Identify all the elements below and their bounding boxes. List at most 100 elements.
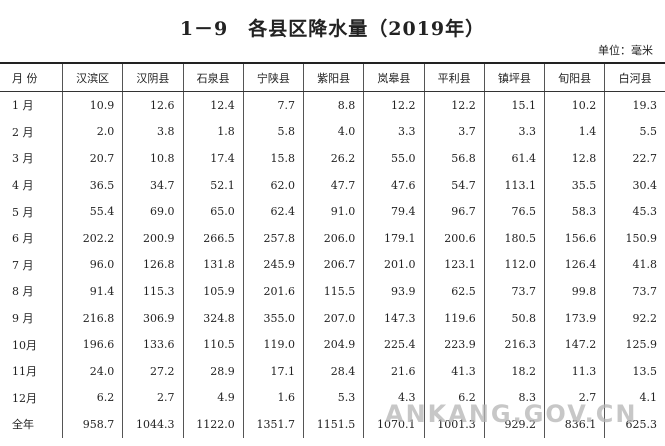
- column-header: 旬阳县: [543, 63, 605, 92]
- cell: 112.0: [483, 251, 545, 279]
- cell: 929.2: [483, 411, 545, 438]
- cell: 126.8: [122, 251, 183, 279]
- table-row: 6 月 202.2 200.9 266.5 257.8 206.0 179.1 200.6 18…: [0, 224, 665, 252]
- column-header: 紫阳县: [302, 63, 364, 92]
- cell: 156.6: [543, 224, 605, 252]
- row-label: 11月: [12, 365, 37, 379]
- cell: 61.4: [483, 145, 545, 172]
- row-label: 8 月: [12, 285, 34, 299]
- cell: 324.8: [182, 304, 244, 332]
- cell: 10.8: [122, 145, 183, 172]
- cell: 147.2: [543, 331, 605, 358]
- cell: 26.2: [302, 145, 364, 172]
- table: 月 份汉滨区 汉阴县 石泉县 宁陕县 紫阳县 岚皋县 平利县 镇坪县 旬阳县 白河县 1 月 10.…: [0, 62, 665, 438]
- cell: 62.5: [423, 278, 485, 305]
- cell: 28.4: [302, 357, 364, 385]
- cell: 115.5: [302, 278, 364, 305]
- cell: 206.7: [302, 251, 364, 279]
- table-body: 1 月 10.9 12.6 12.4 7.7 8.8 12.2 12.2 15.1 10.2 19.…: [0, 91, 665, 438]
- cell: 10.9: [61, 91, 123, 119]
- cell: 836.1: [543, 411, 605, 438]
- header-row: 月 份汉滨区 汉阴县 石泉县 宁陕县 紫阳县 岚皋县 平利县 镇坪县 旬阳县 白河县: [0, 63, 665, 92]
- cell: 96.7: [423, 198, 485, 225]
- cell: 1070.1: [363, 411, 424, 438]
- cell: 2.7: [122, 384, 183, 412]
- cell: 1044.3: [122, 411, 183, 438]
- cell: 1.4: [543, 118, 605, 146]
- column-header: 白河县: [604, 63, 665, 92]
- cell: 245.9: [242, 251, 304, 279]
- cell: 52.1: [182, 171, 244, 199]
- cell: 200.6: [423, 224, 485, 252]
- cell: 1351.7: [242, 411, 304, 438]
- cell: 207.0: [302, 304, 364, 332]
- cell: 41.8: [604, 251, 665, 279]
- cell: 22.7: [604, 145, 665, 172]
- column-header: 镇坪县: [483, 63, 545, 92]
- cell: 4.3: [363, 384, 424, 412]
- cell: 196.6: [61, 331, 123, 358]
- cell: 12.8: [543, 145, 605, 172]
- cell: 56.8: [423, 145, 485, 172]
- cell: 125.9: [604, 331, 665, 358]
- cell: 19.3: [604, 91, 665, 119]
- cell: 10.2: [543, 91, 605, 119]
- table-row: 10月 196.6 133.6 110.5 119.0 204.9 225.4 223.9 21…: [0, 331, 665, 358]
- cell: 1151.5: [302, 411, 364, 438]
- table-row: 9 月 216.8 306.9 324.8 355.0 207.0 147.3 119.6 50…: [0, 304, 665, 332]
- row-label: 4 月: [12, 179, 34, 193]
- cell: 179.1: [363, 224, 424, 252]
- cell: 62.4: [242, 198, 304, 225]
- table-row: 12月 6.2 2.7 4.9 1.6 5.3 4.3 6.2 8.3 2.7 4.1: [0, 384, 665, 412]
- cell: 131.8: [182, 251, 244, 279]
- cell: 79.4: [363, 198, 424, 225]
- cell: 119.6: [423, 304, 485, 332]
- cell: 1001.3: [423, 411, 485, 438]
- cell: 126.4: [543, 251, 605, 279]
- cell: 1.6: [242, 384, 304, 412]
- table-row: 3 月 20.7 10.8 17.4 15.8 26.2 55.0 56.8 61.4 12.8 2…: [0, 145, 665, 172]
- table-row: 7 月 96.0 126.8 131.8 245.9 206.7 201.0 123.1 112…: [0, 251, 665, 279]
- title: 1－9 各县区降水量（2019年）: [179, 18, 486, 40]
- row-label: 9 月: [12, 312, 34, 326]
- cell: 20.7: [61, 145, 123, 172]
- column-header: 宁陕县: [242, 63, 304, 92]
- cell: 216.8: [61, 304, 123, 332]
- cell: 3.3: [363, 118, 424, 146]
- cell: 73.7: [604, 278, 665, 305]
- cell: 119.0: [242, 331, 304, 358]
- cell: 200.9: [122, 224, 183, 252]
- cell: 47.7: [302, 171, 364, 199]
- cell: 17.4: [182, 145, 244, 172]
- row-label: 12月: [12, 391, 37, 405]
- column-header: 石泉县: [182, 63, 244, 92]
- cell: 5.3: [302, 384, 364, 412]
- cell: 201.6: [242, 278, 304, 305]
- cell: 27.2: [122, 357, 183, 385]
- row-label: 10月: [12, 338, 37, 352]
- cell: 123.1: [423, 251, 485, 279]
- cell: 12.2: [423, 91, 485, 119]
- row-label: 7 月: [12, 258, 34, 272]
- cell: 204.9: [302, 331, 364, 358]
- cell: 15.8: [242, 145, 304, 172]
- cell: 12.6: [122, 91, 183, 119]
- cell: 73.7: [483, 278, 545, 305]
- cell: 28.9: [182, 357, 244, 385]
- cell: 150.9: [604, 224, 665, 252]
- cell: 201.0: [363, 251, 424, 279]
- column-header: 汉滨区: [61, 63, 123, 92]
- cell: 55.4: [61, 198, 123, 225]
- row-label: 1 月: [12, 99, 34, 113]
- cell: 30.4: [604, 171, 665, 199]
- cell: 11.3: [543, 357, 605, 385]
- cell: 24.0: [61, 357, 123, 385]
- cell: 5.5: [604, 118, 665, 146]
- cell: 2.7: [543, 384, 605, 412]
- column-header: 汉阴县: [122, 63, 183, 92]
- cell: 355.0: [242, 304, 304, 332]
- row-label: 6 月: [12, 232, 34, 246]
- row-label: 3 月: [12, 152, 34, 166]
- cell: 180.5: [483, 224, 545, 252]
- cell: 69.0: [122, 198, 183, 225]
